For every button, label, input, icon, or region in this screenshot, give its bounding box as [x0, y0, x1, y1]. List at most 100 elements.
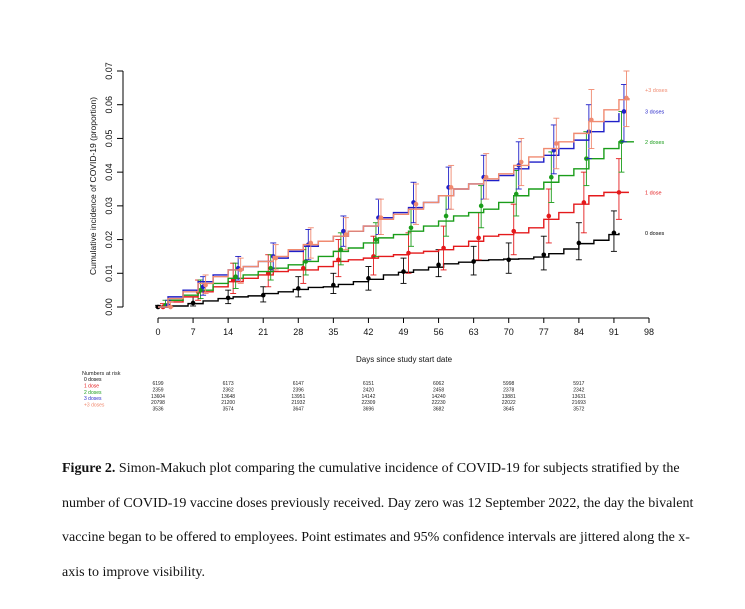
x-tick-label: 14 [223, 327, 233, 337]
risk-count: 3647 [293, 407, 304, 413]
risk-row-label: +3 doses [84, 403, 105, 409]
risk-row-label: 1 dose [84, 383, 99, 389]
point-estimate [373, 237, 379, 242]
x-tick-label: 49 [398, 327, 408, 337]
point-estimate [541, 252, 547, 258]
estimate-with-ci [575, 222, 582, 261]
x-axis-label: Days since study start date [356, 355, 453, 364]
risk-count: 2342 [573, 387, 584, 393]
risk-count: 3682 [433, 407, 444, 413]
point-estimate [621, 109, 627, 114]
estimate-with-ci [335, 239, 342, 278]
estimate-with-ci [553, 117, 560, 170]
risk-count: 13631 [572, 394, 586, 400]
numbers-at-risk-table: Numbers at risk 0 doses 6199 6173 6147 6151 6… [82, 371, 586, 413]
caption-text: Simon-Makuch plot comparing the cumulati… [62, 461, 694, 580]
risk-count: 21932 [291, 400, 305, 406]
point-estimate [203, 282, 208, 288]
point-estimate [478, 203, 484, 209]
estimate-with-ci [510, 203, 517, 256]
point-estimate [303, 259, 309, 264]
risk-count: 21200 [221, 400, 235, 406]
estimate-with-ci [580, 171, 587, 234]
estimate-with-ci [448, 164, 455, 210]
step-line [158, 97, 630, 308]
risk-count: 3572 [573, 407, 584, 413]
x-tick-label: 98 [644, 327, 654, 337]
risk-count: 3645 [503, 407, 514, 413]
estimate-with-ci [232, 262, 239, 289]
point-estimate [436, 262, 441, 268]
risk-count: 6199 [152, 381, 163, 387]
estimate-with-ci [518, 137, 525, 187]
x-tick-label: 0 [155, 327, 160, 337]
point-estimate [331, 282, 336, 288]
point-estimate [198, 287, 203, 293]
risk-count: 20798 [151, 400, 165, 406]
x-tick-label: 84 [574, 327, 584, 337]
estimate-with-ci [272, 244, 279, 271]
estimate-with-ci [478, 185, 485, 229]
risk-row-label: 2 doses [84, 390, 102, 396]
x-tick-label: 56 [434, 327, 444, 337]
estimate-with-ci [365, 266, 372, 291]
series-label: 0 doses [645, 231, 665, 237]
estimate-with-ci [202, 274, 209, 294]
estimate-with-ci [295, 276, 302, 298]
x-tick-label: 42 [363, 327, 373, 337]
point-estimate [308, 240, 314, 246]
point-estimate [589, 117, 594, 123]
simon-makuch-chart: 0.000.010.020.030.040.050.060.07 0 7 14 21 2… [82, 62, 668, 413]
risk-count: 22309 [361, 400, 375, 406]
point-estimate [483, 174, 489, 180]
point-estimate [378, 215, 384, 220]
risk-count: 2420 [363, 387, 374, 393]
risk-count: 2458 [433, 387, 444, 393]
y-tick-label: 0.03 [104, 197, 114, 215]
point-estimate [273, 255, 279, 261]
figure-caption: Figure 2. Simon-Makuch plot comparing th… [62, 452, 702, 590]
risk-row-label: 0 doses [84, 377, 102, 383]
y-tick-label: 0.06 [104, 96, 114, 114]
point-estimate [190, 300, 196, 306]
risk-count: 6062 [433, 381, 444, 387]
estimate-with-ci [440, 225, 447, 271]
risk-count: 2362 [223, 387, 234, 393]
point-estimate [268, 265, 274, 271]
estimate-with-ci [330, 272, 337, 294]
x-tick-label: 77 [539, 327, 549, 337]
point-estimate [336, 257, 341, 263]
risk-count: 13951 [291, 394, 305, 400]
point-estimate [413, 201, 419, 207]
risk-count: 2359 [152, 387, 163, 393]
y-axis: 0.00 0.01 0.02 0.03 0.04 0.05 0.06 0.07 [104, 62, 124, 316]
step-line [158, 113, 620, 308]
point-estimate [443, 213, 449, 219]
series-layer [155, 70, 634, 310]
series-3-doses [158, 70, 630, 310]
risk-count: 6147 [293, 381, 304, 387]
risk-table-title: Numbers at risk [82, 371, 121, 377]
x-tick-label: 28 [293, 327, 303, 337]
x-tick-label: 35 [328, 327, 338, 337]
point-estimate [471, 259, 476, 264]
series-2-doses [158, 111, 634, 308]
point-estimate [576, 240, 582, 246]
series-label: 2 doses [645, 140, 665, 146]
point-estimate [611, 230, 617, 236]
x-tick-label: 21 [258, 327, 268, 337]
risk-count: 22230 [432, 400, 446, 406]
y-tick-label: 0.07 [104, 62, 114, 80]
risk-count: 13648 [221, 394, 235, 400]
y-tick-label: 0.00 [104, 298, 114, 316]
point-estimate [549, 174, 554, 180]
estimate-with-ci [400, 257, 407, 284]
point-estimate [616, 190, 622, 195]
series-label: 3 doses [645, 109, 665, 115]
risk-count: 5998 [503, 381, 514, 387]
point-estimate [408, 225, 414, 231]
point-estimate [441, 245, 446, 251]
x-tick-label: 7 [191, 327, 196, 337]
x-axis: 0 7 14 21 28 35 42 49 56 63 70 77 84 91 98 [155, 317, 654, 337]
point-estimate [233, 274, 238, 279]
